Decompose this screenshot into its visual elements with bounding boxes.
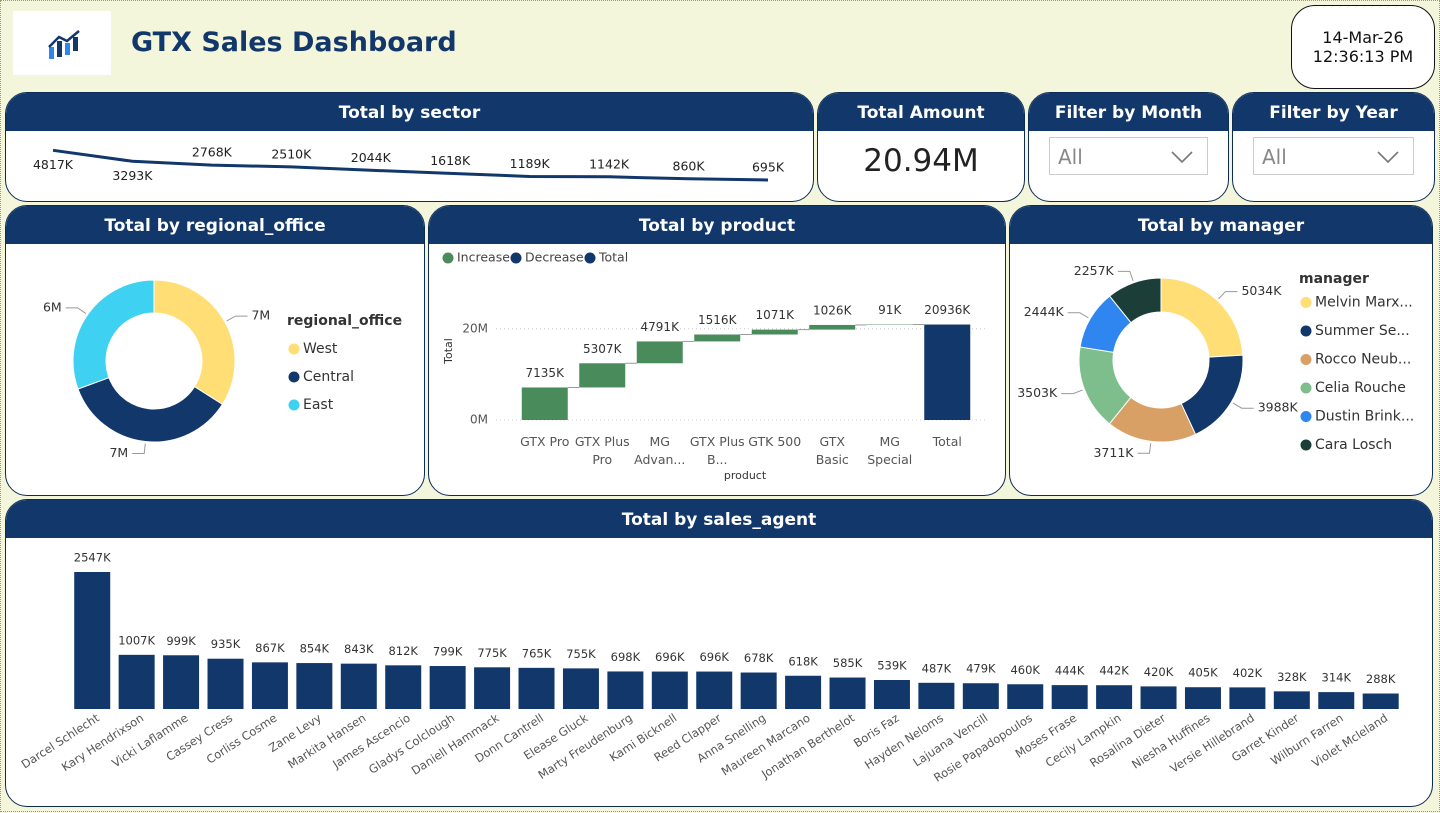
- logo-icon: [13, 11, 111, 75]
- sector-panel: Total by sector: [5, 92, 814, 202]
- kpi-panel: Total Amount 20.94M: [817, 92, 1025, 202]
- dashboard-title: GTX Sales Dashboard: [131, 27, 457, 58]
- x-tick-label: Total: [916, 433, 978, 451]
- regional-panel: Total by regional_office: [5, 205, 425, 496]
- x-tick-label: MG Special: [859, 433, 921, 469]
- date: 14-Mar-26: [1292, 28, 1434, 47]
- dropdown-value: All: [1262, 145, 1287, 169]
- panel-title: Filter by Year: [1233, 93, 1434, 131]
- manager-panel: Total by manager: [1009, 205, 1433, 496]
- x-tick-label: GTX Plus B...: [686, 433, 748, 469]
- panel-title: Total Amount: [818, 93, 1024, 131]
- panel-title: Total by sector: [6, 93, 813, 131]
- time: 12:36:13 PM: [1292, 47, 1434, 66]
- filter-panel: Filter by Month All: [1028, 92, 1229, 202]
- panel-title: Total by sales_agent: [6, 500, 1432, 538]
- panel-title: Filter by Month: [1029, 93, 1228, 131]
- panel-title: Total by regional_office: [6, 206, 424, 244]
- kpi-value: 20.94M: [818, 143, 1024, 179]
- chevron: [1171, 151, 1193, 163]
- x-tick-label: GTX Plus Pro: [571, 433, 633, 469]
- agent-panel: Total by sales_agent: [5, 499, 1433, 807]
- date-time: 14-Mar-26 12:36:13 PM: [1291, 5, 1435, 89]
- dropdown-value: All: [1058, 145, 1083, 169]
- panel-title: Total by manager: [1010, 206, 1432, 244]
- x-tick-label: GTX Basic: [801, 433, 863, 469]
- x-tick-label: MG Advan...: [629, 433, 691, 469]
- panel-title: Total by product: [429, 206, 1005, 244]
- chevron: [1377, 151, 1399, 163]
- year-dropdown[interactable]: All: [1253, 137, 1414, 175]
- filter-panel: Filter by Year All: [1232, 92, 1435, 202]
- x-tick-label: GTK 500: [744, 433, 806, 451]
- logo: [13, 11, 111, 75]
- x-tick-label: GTX Pro: [514, 433, 576, 451]
- month-dropdown[interactable]: All: [1049, 137, 1208, 175]
